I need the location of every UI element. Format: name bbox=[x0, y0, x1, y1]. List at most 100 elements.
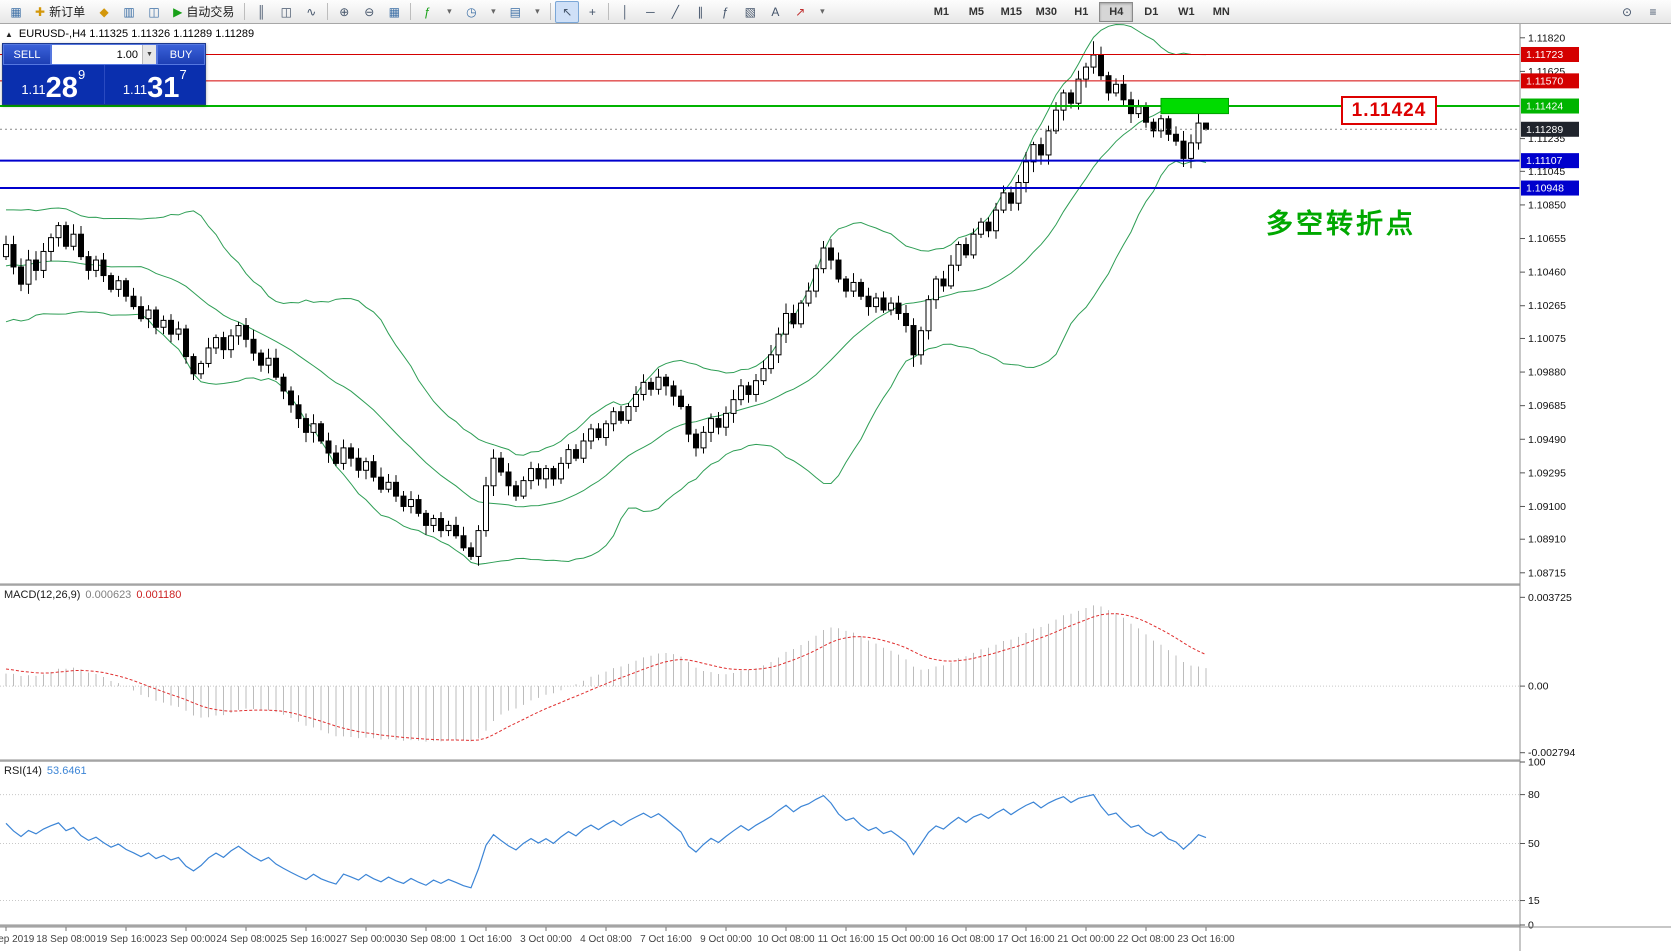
line-chart-icon[interactable]: ∿ bbox=[306, 4, 317, 19]
chart-title: EURUSD-,H4 1.11325 1.11326 1.11289 1.112… bbox=[18, 28, 255, 40]
collapse-arrow-icon[interactable]: ▲ bbox=[5, 29, 13, 39]
timeframe-m15[interactable]: M15 bbox=[1000, 5, 1023, 18]
templates-dropdown-icon[interactable]: ▾ bbox=[535, 6, 540, 16]
svg-text:27 Sep 00:00: 27 Sep 00:00 bbox=[336, 934, 396, 945]
svg-text:1.10265: 1.10265 bbox=[1528, 300, 1566, 312]
indicators-dropdown-icon[interactable]: ▾ bbox=[447, 6, 452, 16]
tools-dropdown-icon[interactable]: ▾ bbox=[820, 6, 825, 16]
shapes-tool-icon[interactable]: ▧ bbox=[744, 4, 756, 19]
buy-button[interactable]: BUY bbox=[157, 44, 205, 65]
navigator-icon[interactable]: ◫ bbox=[148, 4, 160, 19]
timeframe-h4[interactable]: H4 bbox=[1099, 1, 1134, 22]
svg-text:1.09880: 1.09880 bbox=[1528, 367, 1566, 379]
toolbar-separator bbox=[410, 3, 412, 20]
timeframe-d1[interactable]: D1 bbox=[1144, 5, 1159, 18]
svg-text:11 Oct 16:00: 11 Oct 16:00 bbox=[818, 934, 875, 945]
rsi-indicator-label: RSI(14) 53.6461 bbox=[4, 765, 87, 777]
trendline-tool-icon[interactable]: ╱ bbox=[671, 4, 679, 19]
svg-text:30 Sep 08:00: 30 Sep 08:00 bbox=[396, 934, 456, 945]
cursor-tool-icon[interactable]: ↖ bbox=[555, 0, 580, 23]
svg-text:0.003725: 0.003725 bbox=[1528, 592, 1572, 604]
svg-text:17 Oct 16:00: 17 Oct 16:00 bbox=[997, 934, 1055, 945]
market-watch-icon[interactable]: ▥ bbox=[123, 4, 135, 19]
svg-text:23 Oct 16:00: 23 Oct 16:00 bbox=[1177, 934, 1235, 945]
svg-text:25 Sep 16:00: 25 Sep 16:00 bbox=[276, 934, 336, 945]
svg-text:1 Oct 16:00: 1 Oct 16:00 bbox=[460, 934, 512, 945]
new-order-button[interactable]: ✚ 新订单 bbox=[29, 2, 91, 22]
timeframe-mn[interactable]: MN bbox=[1212, 5, 1230, 18]
new-chart-icon[interactable]: ▦ bbox=[10, 4, 22, 19]
timeframe-m1[interactable]: M1 bbox=[933, 5, 949, 18]
timeframe-toolbar: M1 M5 M15 M30 H1 H4 D1 W1 MN bbox=[924, 1, 1238, 22]
macd-name: MACD(12,26,9) bbox=[4, 589, 81, 601]
svg-text:23 Sep 00:00: 23 Sep 00:00 bbox=[156, 934, 216, 945]
svg-text:1.10948: 1.10948 bbox=[1526, 183, 1564, 195]
svg-text:3 Oct 00:00: 3 Oct 00:00 bbox=[520, 934, 572, 945]
svg-text:19 Sep 16:00: 19 Sep 16:00 bbox=[96, 934, 156, 945]
auto-trading-label: 自动交易 bbox=[186, 5, 235, 19]
svg-text:7 Oct 16:00: 7 Oct 16:00 bbox=[640, 934, 692, 945]
indicators-icon[interactable]: ƒ bbox=[423, 4, 431, 19]
svg-text:1.11107: 1.11107 bbox=[1526, 155, 1563, 167]
svg-text:80: 80 bbox=[1528, 789, 1540, 801]
search-icon[interactable]: ⊙ bbox=[1621, 4, 1633, 19]
timeframe-w1[interactable]: W1 bbox=[1178, 5, 1195, 18]
chart-title-row: ▲ EURUSD-,H4 1.11325 1.11326 1.11289 1.1… bbox=[5, 28, 254, 40]
meta-editor-icon[interactable]: ◆ bbox=[99, 4, 109, 19]
rsi-name: RSI(14) bbox=[4, 765, 42, 777]
svg-text:1.10655: 1.10655 bbox=[1528, 233, 1566, 245]
toolbar-separator bbox=[244, 3, 246, 20]
svg-text:9 Oct 00:00: 9 Oct 00:00 bbox=[700, 934, 752, 945]
svg-text:10 Oct 08:00: 10 Oct 08:00 bbox=[757, 934, 815, 945]
svg-text:1.11424: 1.11424 bbox=[1526, 101, 1563, 113]
text-tool-icon[interactable]: A bbox=[771, 4, 780, 19]
sell-button[interactable]: SELL bbox=[3, 44, 51, 65]
volume-input[interactable]: 1.00 ▼ bbox=[51, 44, 157, 65]
svg-text:1.10075: 1.10075 bbox=[1528, 333, 1566, 345]
ask-price-big: 31 bbox=[147, 72, 180, 105]
fibonacci-tool-icon[interactable]: ƒ bbox=[721, 4, 729, 19]
volume-value: 1.00 bbox=[116, 48, 138, 61]
toolbar-right-group: ⊙ ≡ bbox=[1615, 1, 1667, 23]
price-annotation-box[interactable]: 1.11424 bbox=[1341, 96, 1437, 125]
one-click-trading-panel: SELL 1.00 ▼ BUY 1.11 28 9 1.11 31 7 bbox=[2, 43, 206, 105]
svg-text:4 Oct 08:00: 4 Oct 08:00 bbox=[580, 934, 632, 945]
timeframe-m30[interactable]: M30 bbox=[1035, 5, 1058, 18]
auto-trading-button[interactable]: ▶ 自动交易 bbox=[167, 2, 240, 22]
volume-spinner-icon[interactable]: ▼ bbox=[142, 45, 156, 64]
svg-text:24 Sep 08:00: 24 Sep 08:00 bbox=[216, 934, 276, 945]
auto-trading-icon: ▶ bbox=[173, 4, 183, 19]
timeframe-h1[interactable]: H1 bbox=[1074, 5, 1089, 18]
svg-text:1.08910: 1.08910 bbox=[1528, 534, 1566, 546]
crosshair-tool-icon[interactable]: + bbox=[588, 4, 596, 19]
ask-price-button[interactable]: 1.11 31 7 bbox=[105, 65, 206, 104]
svg-text:1.09295: 1.09295 bbox=[1528, 467, 1566, 479]
bid-price-button[interactable]: 1.11 28 9 bbox=[3, 65, 105, 104]
bid-price-sup: 9 bbox=[77, 67, 86, 82]
candlestick-chart-icon[interactable]: ◫ bbox=[280, 4, 292, 19]
arrows-tool-icon[interactable]: ↗ bbox=[795, 4, 806, 19]
bid-price-prefix: 1.11 bbox=[21, 82, 46, 97]
svg-text:1.11570: 1.11570 bbox=[1526, 75, 1563, 87]
vertical-line-tool-icon[interactable]: │ bbox=[621, 4, 630, 19]
templates-icon[interactable]: ▤ bbox=[509, 4, 521, 19]
zoom-out-icon[interactable]: ⊖ bbox=[364, 4, 375, 19]
channel-tool-icon[interactable]: ∥ bbox=[697, 4, 704, 19]
bar-chart-icon[interactable]: ║ bbox=[257, 4, 266, 19]
tile-windows-icon[interactable]: ▦ bbox=[388, 4, 400, 19]
zoom-in-icon[interactable]: ⊕ bbox=[339, 4, 350, 19]
menu-icon[interactable]: ≡ bbox=[1649, 4, 1657, 19]
svg-text:50: 50 bbox=[1528, 838, 1540, 850]
timeframe-m5[interactable]: M5 bbox=[968, 5, 984, 18]
periods-dropdown-icon[interactable]: ▾ bbox=[491, 6, 496, 16]
toolbar: ▦ ✚ 新订单 ◆ ▥ ◫ ▶ 自动交易 ║ ◫ ∿ ⊕ ⊖ ▦ ƒ ▾ ◷ ▾… bbox=[0, 0, 1671, 24]
macd-indicator-label: MACD(12,26,9) 0.000623 0.001180 bbox=[4, 589, 181, 601]
turning-point-label[interactable]: 多空转折点 bbox=[1266, 209, 1416, 239]
toolbar-separator bbox=[550, 3, 552, 20]
svg-text:17 Sep 2019: 17 Sep 2019 bbox=[0, 934, 35, 945]
horizontal-line-tool-icon[interactable]: ─ bbox=[646, 4, 655, 19]
periods-icon[interactable]: ◷ bbox=[466, 4, 477, 19]
macd-main-value: 0.000623 bbox=[85, 589, 132, 601]
